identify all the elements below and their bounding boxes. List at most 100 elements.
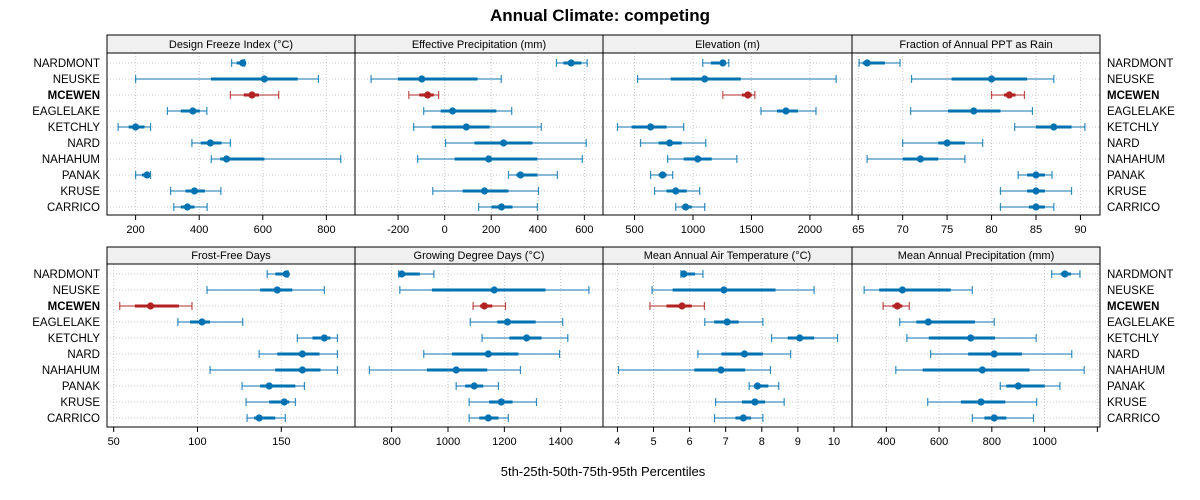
site-label-nahahum: NAHAHUM (1107, 365, 1165, 377)
x-tick-label: 1000 (1032, 436, 1056, 448)
site-labels-left: NARDMONT NEUSKE MCEWEN EAGLELAKE KETCHLY NARD… (32, 58, 100, 425)
percentile-mark-carrico (999, 203, 1055, 211)
site-label-carrico: CARRICO (1107, 413, 1160, 425)
percentile-mark-kruse (999, 187, 1073, 195)
x-tick-label: 1000 (681, 224, 705, 236)
panel-title: Effective Precipitation (mm) (412, 39, 546, 51)
x-tick-label: 1200 (492, 436, 516, 448)
x-tick-label: 75 (941, 224, 953, 236)
percentile-mark-ketchly (413, 123, 542, 131)
site-label-panak: PANAK (62, 381, 100, 393)
percentile-mark-eaglelake (899, 318, 995, 326)
percentile-mark-mcewen (229, 91, 280, 99)
percentile-mark-panak (748, 382, 780, 390)
x-tick-label: 400 (190, 224, 208, 236)
panel-mean-annual-air-temperature-c: Mean Annual Air Temperature (°C) 4 5 6 7 8 9 10 (602, 246, 853, 448)
percentile-mark-eaglelake (760, 107, 817, 115)
x-tick-label: 2000 (798, 224, 822, 236)
x-tick-label: 1500 (739, 224, 763, 236)
site-label-nahahum: NAHAHUM (42, 154, 100, 166)
x-tick-label: 0 (442, 224, 448, 236)
site-label-nardmont: NARDMONT (34, 58, 100, 70)
percentile-mark-ketchly (117, 123, 152, 131)
x-tick-label: 10 (828, 436, 840, 448)
median-point (723, 318, 731, 326)
percentile-mark-neuske (651, 286, 815, 294)
x-tick-label: 1000 (436, 436, 460, 448)
median-point (898, 286, 906, 294)
percentile-mark-nahahum (210, 155, 342, 163)
median-point (448, 107, 457, 115)
percentile-mark-neuske (399, 286, 590, 294)
median-point (424, 91, 432, 99)
median-point (190, 187, 199, 195)
percentile-mark-neuske (863, 286, 973, 294)
site-label-carrico: CARRICO (47, 413, 100, 425)
percentile-mark-nardmont (555, 59, 588, 67)
panel-title: Mean Annual Precipitation (mm) (898, 250, 1055, 262)
panel-design-freeze-index-c: Design Freeze Index (°C) 200 400 600 800 (106, 34, 356, 236)
x-tick-label: 5 (650, 436, 656, 448)
percentile-mark-kruse (927, 398, 1038, 406)
site-label-eaglelake: EAGLELAKE (1107, 317, 1175, 329)
median-point (744, 91, 752, 99)
percentile-mark-nardmont (266, 270, 290, 278)
site-label-nardmont: NARDMONT (1107, 58, 1173, 70)
percentile-mark-nard (191, 139, 231, 147)
panel-frost-free-days: Frost-Free Days 50 100 150 (106, 246, 356, 448)
percentile-mark-nardmont (231, 59, 247, 67)
percentile-mark-nardmont (398, 270, 435, 278)
panel-fraction-of-annual-ppt-as-rain: Fraction of Annual PPT as Rain 65 70 75 80 85… (851, 34, 1101, 236)
median-point (452, 366, 460, 374)
median-point (666, 139, 674, 147)
median-point (678, 302, 686, 310)
site-label-ketchly: KETCHLY (48, 333, 101, 345)
percentile-mark-neuske (135, 75, 320, 83)
panel-frame (851, 263, 1101, 428)
panel-growing-degree-days-c: Growing Degree Days (°C) 800 1000 1200 1400 (354, 246, 604, 448)
median-point (273, 286, 281, 294)
panel-effective-precipitation-mm: Effective Precipitation (mm) -200 0 200 400 6… (354, 34, 604, 236)
x-tick-label: 85 (1030, 224, 1042, 236)
median-point (470, 382, 478, 390)
median-point (967, 334, 975, 342)
percentile-mark-carrico (173, 203, 208, 211)
median-point (503, 318, 512, 326)
median-point (497, 203, 506, 211)
median-point (567, 59, 575, 67)
x-tick-label: 4 (614, 436, 620, 448)
median-point (490, 286, 498, 294)
panel-title: Mean Annual Air Temperature (°C) (644, 250, 811, 262)
percentile-mark-carrico (713, 414, 764, 422)
x-tick-label: 150 (272, 436, 290, 448)
percentile-mark-eaglelake (910, 107, 1034, 115)
site-label-nard: NARD (1107, 349, 1140, 361)
median-point (143, 171, 151, 179)
site-label-nahahum: NAHAHUM (1107, 154, 1165, 166)
site-label-neuske: NEUSKE (53, 285, 101, 297)
median-point (1032, 203, 1040, 211)
percentile-mark-mcewen (472, 302, 507, 310)
percentile-mark-nahahum (209, 366, 339, 374)
median-point (260, 75, 268, 83)
panel-title: Growing Degree Days (°C) (414, 250, 545, 262)
median-point (280, 398, 288, 406)
percentile-mark-nardmont (680, 270, 704, 278)
percentile-mark-ketchly (1014, 123, 1086, 131)
x-tick-label: 600 (930, 436, 948, 448)
median-point (183, 203, 192, 211)
percentile-mark-eaglelake (166, 107, 208, 115)
site-label-neuske: NEUSKE (53, 74, 101, 86)
x-tick-label: 65 (852, 224, 864, 236)
median-point (863, 59, 871, 67)
median-point (146, 302, 155, 310)
median-point (682, 203, 690, 211)
median-point (1014, 382, 1022, 390)
site-label-panak: PANAK (62, 170, 100, 182)
site-label-nard: NARD (1107, 138, 1140, 150)
median-point (646, 123, 655, 131)
percentile-mark-carrico (971, 414, 1035, 422)
x-tick-label: 6 (687, 436, 693, 448)
median-point (990, 350, 998, 358)
